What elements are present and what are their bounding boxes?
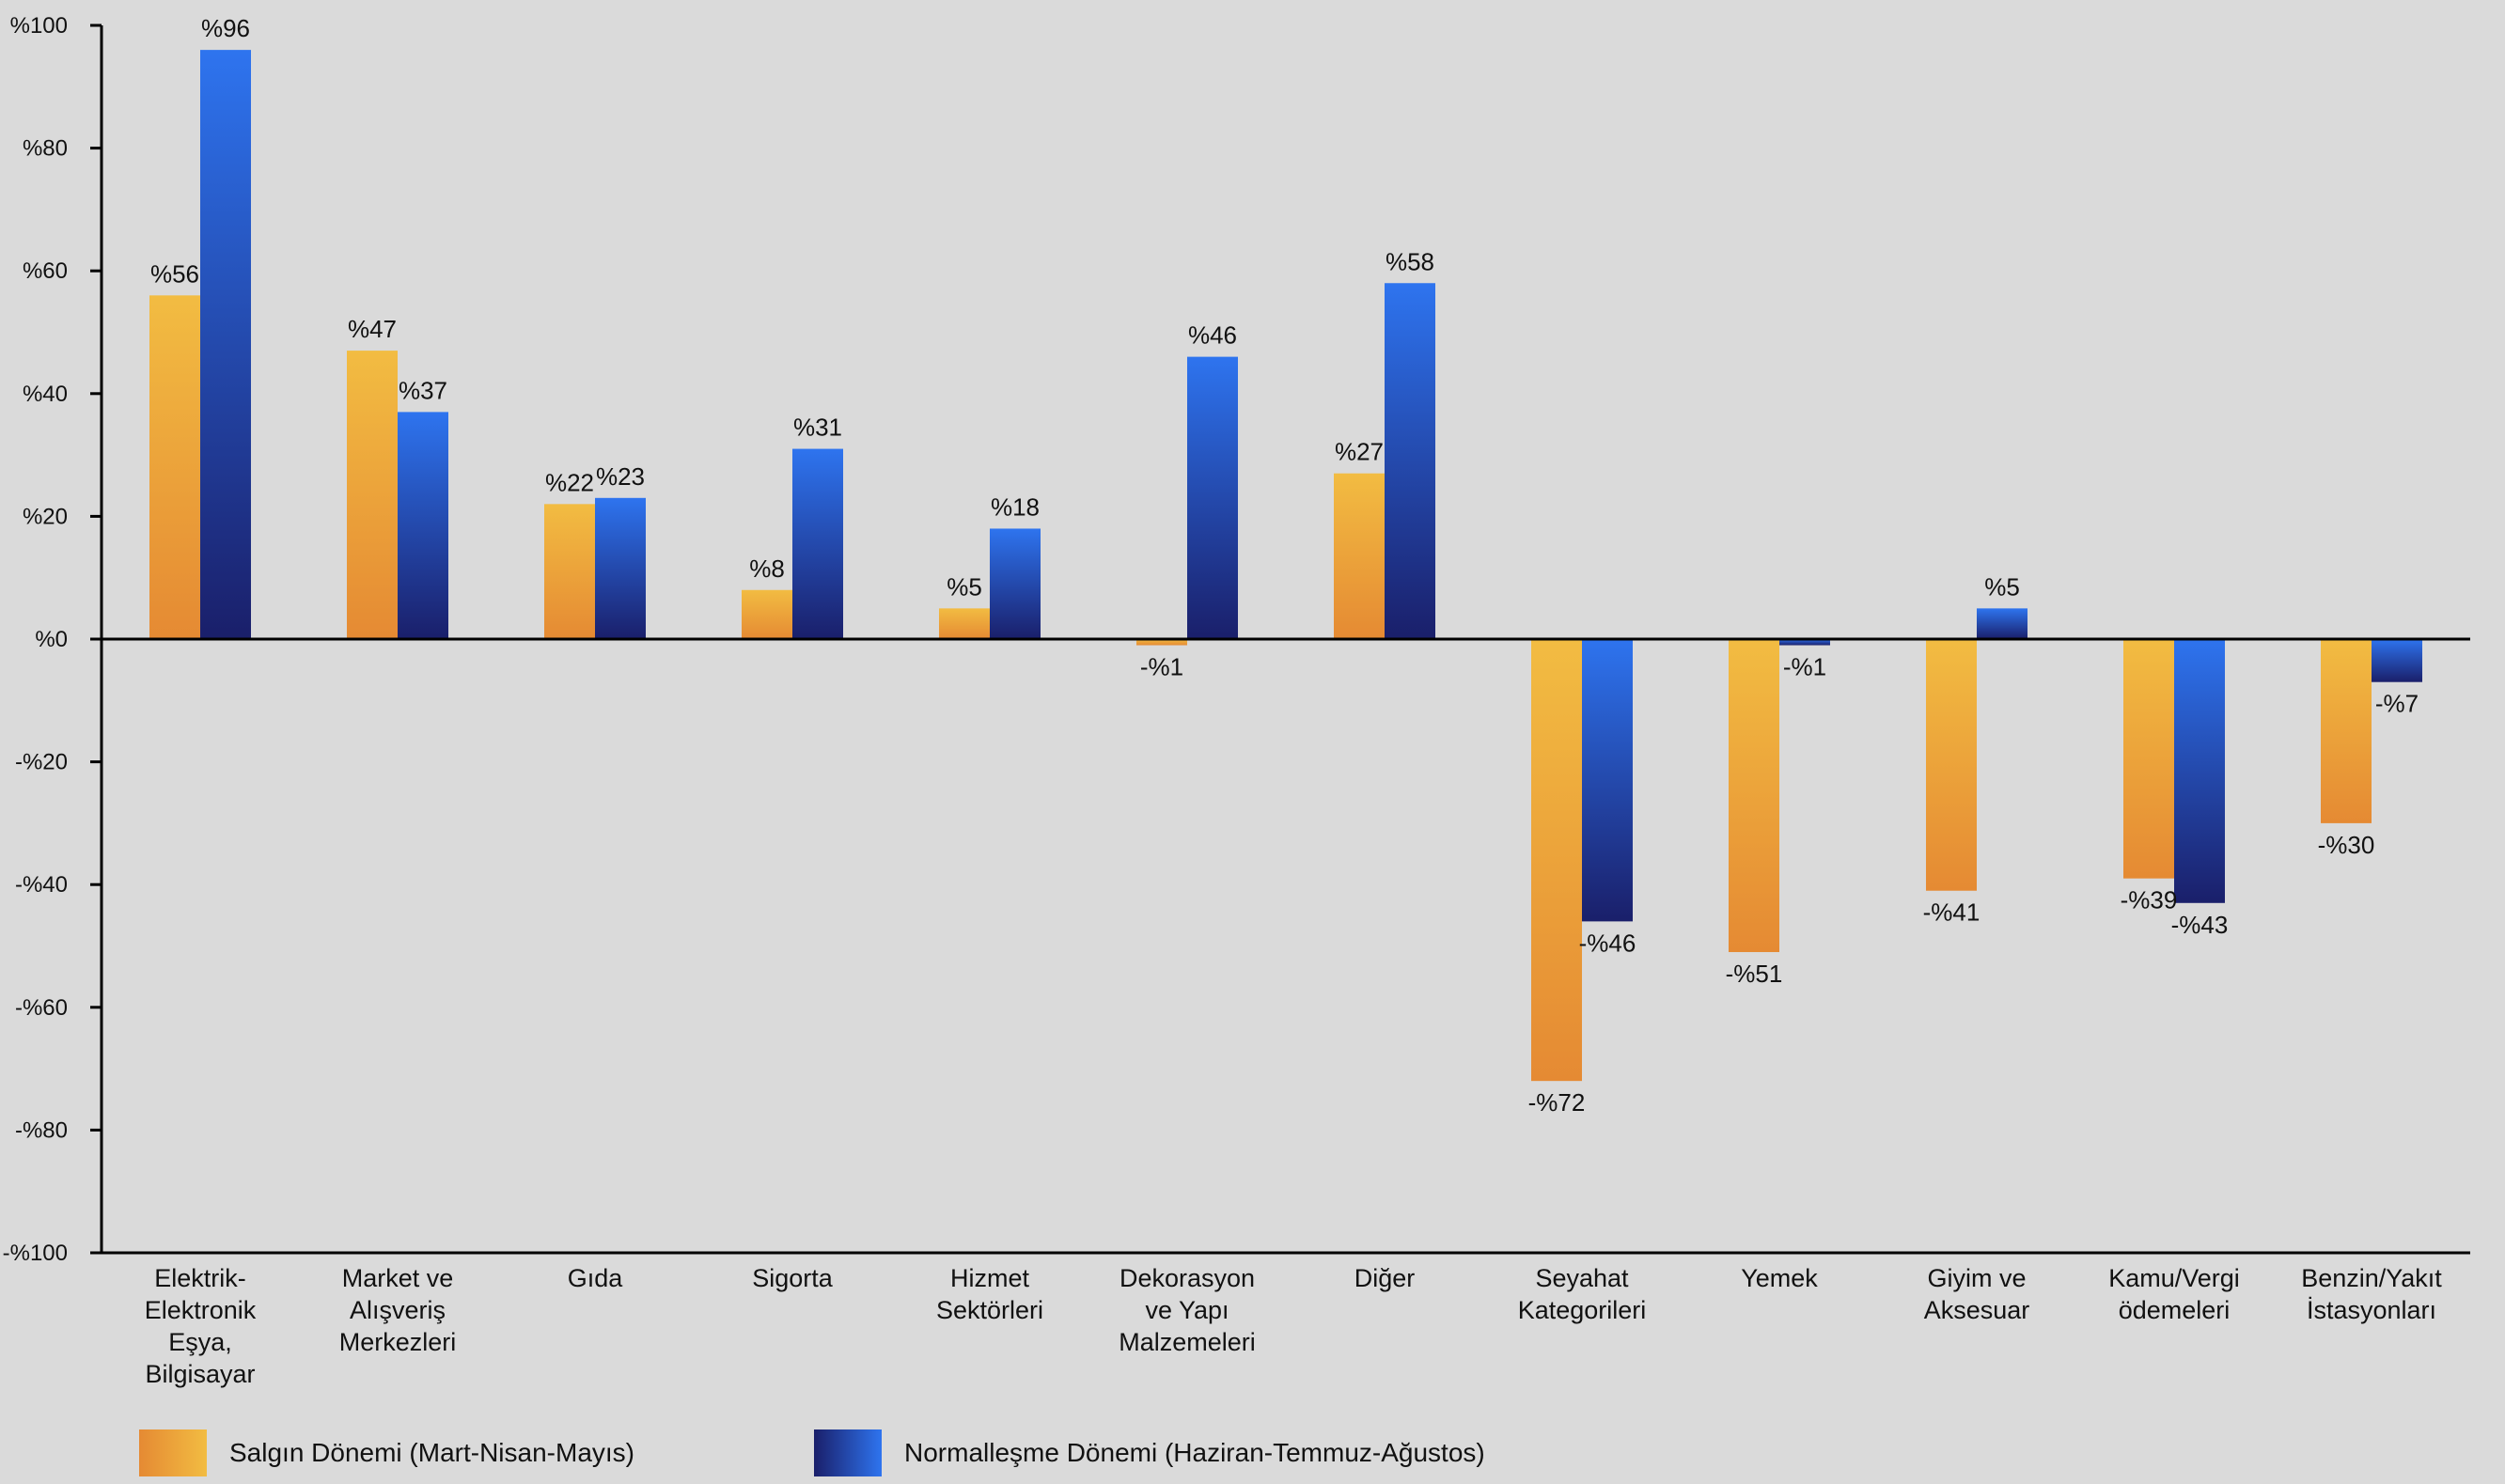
y-tick-label: %100 (10, 13, 68, 39)
legend-label-salgin: Salgın Dönemi (Mart-Nisan-Mayıs) (229, 1438, 634, 1467)
data-label-salgin: -%41 (1923, 898, 1981, 927)
bar-salgin (1729, 639, 1779, 953)
bar-normallesme (792, 448, 843, 639)
y-tick-label: -%60 (15, 995, 68, 1021)
x-tick-label: Giyim ve Aksesuar (1924, 1264, 2030, 1324)
y-tick-label: %40 (23, 382, 68, 407)
x-tick-label: Market ve Alışveriş Merkezleri (339, 1264, 457, 1356)
bar-normallesme (2372, 639, 2422, 682)
data-label-salgin: -%51 (1726, 960, 1783, 988)
bar-normallesme (398, 412, 448, 639)
y-tick-label: %80 (23, 136, 68, 162)
bar-normallesme (1187, 356, 1238, 639)
bars (149, 50, 2422, 1082)
bar-normallesme (1977, 608, 2027, 639)
y-tick-label: -%40 (15, 872, 68, 898)
x-tick-label: Elektrik-Elektronik Eşya, Bilgisayar (145, 1264, 257, 1388)
y-axis: %100 %80 %60 %40 %20 %0 -%20 -%40 -%60 -%80 -%100 (3, 13, 103, 1266)
legend-item-normallesme: Normalleşme Dönemi (Haziran-Temmuz-Ağust… (814, 1429, 1485, 1477)
data-label-normallesme: %58 (1386, 247, 1434, 275)
x-axis: Elektrik-Elektronik Eşya, Bilgisayar Market… (102, 637, 2470, 1388)
data-label-normallesme: %96 (201, 14, 250, 42)
bar-normallesme (2174, 639, 2225, 903)
y-tick-label: -%80 (15, 1117, 68, 1143)
bar-salgin (939, 608, 990, 639)
data-label-normallesme: %18 (991, 492, 1040, 521)
y-tick-label: %60 (23, 258, 68, 284)
legend-label-normallesme: Normalleşme Dönemi (Haziran-Temmuz-Ağust… (904, 1438, 1485, 1467)
bar-normallesme (990, 528, 1041, 639)
bar-salgin (149, 295, 200, 639)
bar-salgin (1926, 639, 1977, 891)
data-label-salgin: -%72 (1528, 1088, 1586, 1117)
x-tick-label: Kamu/Vergi ödemeleri (2108, 1264, 2240, 1324)
data-label-salgin: %56 (150, 259, 199, 288)
x-tick-label: Hizmet Sektörleri (936, 1264, 1043, 1324)
bar-salgin (742, 589, 792, 639)
bar-salgin (2321, 639, 2372, 823)
data-label-normallesme: %23 (596, 462, 645, 491)
bar-normallesme (200, 50, 251, 640)
y-tick-label: -%20 (15, 750, 68, 775)
data-label-normallesme: %37 (399, 376, 447, 404)
x-tick-label: Gıda (568, 1264, 624, 1292)
data-label-salgin: -%1 (1140, 653, 1183, 681)
bar-normallesme (1385, 283, 1435, 639)
data-label-salgin: -%30 (2318, 831, 2375, 859)
x-tick-label: Diğer (1354, 1264, 1416, 1292)
x-tick-label: Seyahat Kategorileri (1518, 1264, 1647, 1324)
x-tick-label: Sigorta (752, 1264, 834, 1292)
bar-salgin (2123, 639, 2174, 879)
data-label-normallesme: -%43 (2171, 911, 2229, 939)
data-label-normallesme: -%1 (1783, 653, 1826, 681)
bar-salgin (544, 504, 595, 639)
bar-salgin (1334, 473, 1385, 639)
data-label-salgin: %5 (947, 572, 982, 601)
data-label-normallesme: -%7 (2375, 690, 2419, 718)
x-tick-label: Yemek (1741, 1264, 1818, 1292)
legend-item-salgin: Salgın Dönemi (Mart-Nisan-Mayıs) (139, 1429, 634, 1477)
y-tick-label: -%100 (3, 1241, 68, 1266)
data-label-normallesme: %31 (793, 414, 842, 442)
data-label-salgin: %47 (348, 315, 397, 343)
legend-swatch-salgin (139, 1429, 207, 1476)
data-label-salgin: -%39 (2121, 886, 2178, 914)
bar-salgin (1136, 639, 1187, 646)
bar-salgin (1531, 639, 1582, 1082)
y-tick-label: %20 (23, 504, 68, 529)
bar-salgin (347, 351, 398, 639)
data-label-normallesme: -%46 (1579, 929, 1636, 957)
x-tick-label: Dekorasyon ve Yapı Malzemeleri (1119, 1264, 1256, 1356)
bar-normallesme (595, 497, 646, 639)
data-label-salgin: %8 (749, 555, 785, 583)
data-label-normallesme: %46 (1188, 321, 1237, 350)
data-label-salgin: %27 (1335, 438, 1384, 466)
data-label-normallesme: %5 (1984, 572, 2020, 601)
bar-normallesme (1582, 639, 1633, 922)
x-tick-label: Benzin/Yakıt İstasyonları (2301, 1264, 2442, 1324)
data-label-salgin: %22 (545, 468, 594, 496)
y-tick-label: %0 (35, 627, 68, 652)
bar-normallesme (1779, 639, 1830, 646)
data-labels: %56 %96 %47 %37 %22 %23 %8 %31 %5 %18 -%1 %46 %27 %58… (150, 14, 2419, 1117)
legend-swatch-normallesme (814, 1429, 882, 1476)
